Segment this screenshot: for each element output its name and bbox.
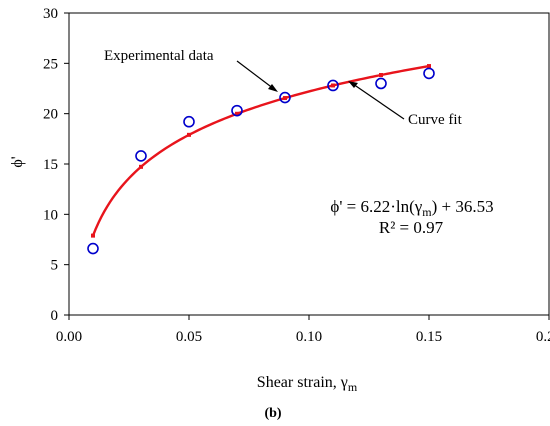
y-tick-label: 20 xyxy=(43,107,58,123)
panel-label: (b) xyxy=(264,406,281,421)
curve-fit-line xyxy=(91,64,430,237)
data-point xyxy=(327,79,339,92)
fit-equation-pre: ϕ' = 6.22·ln(γ xyxy=(330,197,422,216)
curve-fit-marker xyxy=(91,233,95,238)
x-axis-title: Shear strain, γm xyxy=(257,374,358,394)
x-tick-label: 0.00 xyxy=(56,329,82,345)
curve-fit-arrow xyxy=(352,83,405,120)
data-point xyxy=(183,115,195,128)
data-point xyxy=(423,67,435,80)
data-point xyxy=(135,150,147,162)
experimental-data-arrow xyxy=(236,60,275,90)
x-tick-label: 0.10 xyxy=(296,329,322,345)
data-point xyxy=(375,77,387,90)
x-tick-label: 0.15 xyxy=(416,329,442,345)
y-tick-label: 25 xyxy=(43,56,58,72)
curve-fit-marker xyxy=(235,111,239,116)
curve-fit-marker xyxy=(427,64,431,69)
data-point xyxy=(231,104,243,117)
y-axis: 0 5 10 15 20 25 30 xyxy=(43,6,69,324)
x-axis-title-subscript: m xyxy=(348,380,358,394)
curve-fit-series xyxy=(91,64,431,238)
experimental-data-label: Experimental data xyxy=(104,48,214,64)
curve-fit-marker xyxy=(187,132,191,137)
experimental-data-series xyxy=(87,67,435,255)
y-tick-label: 30 xyxy=(43,6,58,22)
fit-equation-post: ) + 36.53 xyxy=(432,197,494,216)
curve-fit-marker xyxy=(283,96,287,101)
curve-fit-label: Curve fit xyxy=(408,112,463,128)
fit-equation: ϕ' = 6.22·ln(γm) + 36.53 xyxy=(330,197,493,219)
curve-fit-marker xyxy=(331,83,335,88)
x-axis-title-main: Shear strain, γ xyxy=(257,374,348,391)
data-point xyxy=(87,242,99,255)
curve-fit-marker xyxy=(379,73,383,78)
x-tick-label: 0.20 xyxy=(536,329,550,345)
y-tick-label: 15 xyxy=(43,157,58,173)
x-tick-label: 0.05 xyxy=(176,329,202,345)
y-tick-label: 10 xyxy=(43,207,58,223)
curve-fit-arrowhead xyxy=(348,81,358,88)
curve-fit-marker xyxy=(139,164,143,169)
y-tick-label: 5 xyxy=(51,258,59,274)
experimental-data-arrowhead xyxy=(268,84,278,92)
y-tick-label: 0 xyxy=(51,308,59,324)
x-axis: 0.00 0.05 0.10 0.15 0.20 xyxy=(56,315,550,345)
fit-equation-subscript: m xyxy=(422,205,432,219)
r-squared: R² = 0.97 xyxy=(379,218,444,237)
y-axis-title: ϕ' xyxy=(9,156,26,167)
data-point xyxy=(279,91,291,104)
